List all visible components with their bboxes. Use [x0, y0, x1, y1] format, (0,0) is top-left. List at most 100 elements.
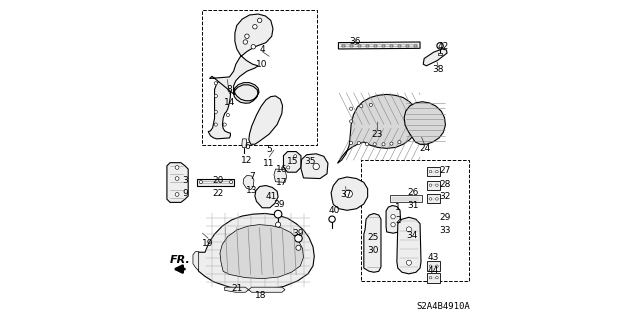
Circle shape	[349, 141, 353, 145]
Text: 39: 39	[292, 229, 304, 238]
Text: 18: 18	[255, 291, 266, 300]
Circle shape	[436, 276, 438, 279]
Polygon shape	[364, 213, 381, 272]
Polygon shape	[193, 252, 198, 271]
Text: 43: 43	[428, 254, 439, 263]
Circle shape	[257, 18, 262, 23]
Circle shape	[243, 40, 248, 44]
Text: 4: 4	[259, 45, 265, 55]
Polygon shape	[167, 163, 188, 202]
Circle shape	[365, 143, 369, 146]
Bar	[361, 160, 468, 281]
Circle shape	[436, 170, 438, 173]
Text: 12: 12	[241, 156, 253, 165]
Text: 15: 15	[287, 157, 299, 166]
Polygon shape	[243, 175, 254, 190]
Bar	[382, 45, 385, 48]
Polygon shape	[390, 195, 422, 202]
Text: 24: 24	[419, 144, 431, 153]
Circle shape	[294, 155, 297, 158]
Circle shape	[199, 181, 202, 184]
Circle shape	[391, 222, 396, 227]
Circle shape	[436, 265, 438, 268]
Circle shape	[175, 193, 179, 196]
Bar	[398, 45, 401, 48]
Bar	[366, 45, 369, 48]
Circle shape	[253, 25, 257, 29]
Text: 7: 7	[249, 173, 255, 182]
Bar	[428, 181, 440, 190]
Bar	[428, 195, 440, 203]
Text: 10: 10	[257, 60, 268, 69]
Bar	[428, 272, 440, 283]
Circle shape	[406, 260, 412, 265]
Circle shape	[429, 265, 432, 268]
Polygon shape	[220, 225, 303, 278]
Text: 38: 38	[433, 65, 444, 74]
Circle shape	[373, 143, 376, 146]
Circle shape	[214, 123, 218, 126]
Polygon shape	[423, 49, 447, 66]
Circle shape	[390, 142, 393, 145]
Circle shape	[406, 227, 412, 232]
Polygon shape	[255, 186, 278, 208]
Polygon shape	[274, 169, 287, 182]
Text: 19: 19	[202, 239, 214, 248]
Circle shape	[223, 123, 227, 126]
Polygon shape	[197, 179, 234, 186]
Polygon shape	[284, 152, 301, 172]
Circle shape	[391, 214, 396, 219]
Text: 11: 11	[264, 159, 275, 168]
Circle shape	[230, 181, 233, 184]
Polygon shape	[209, 14, 273, 103]
Bar	[342, 45, 346, 48]
Polygon shape	[248, 287, 285, 292]
Circle shape	[287, 166, 290, 169]
Circle shape	[244, 34, 249, 39]
Text: 35: 35	[304, 157, 316, 166]
Circle shape	[345, 190, 353, 197]
Bar	[438, 53, 442, 55]
Circle shape	[276, 222, 280, 227]
Circle shape	[436, 197, 438, 200]
Text: 3: 3	[183, 176, 189, 185]
Text: 39: 39	[273, 200, 284, 209]
Bar	[428, 167, 440, 176]
Circle shape	[437, 43, 444, 49]
Bar	[390, 45, 393, 48]
Text: 28: 28	[440, 181, 451, 189]
Polygon shape	[337, 94, 419, 163]
Circle shape	[214, 94, 218, 98]
Circle shape	[313, 163, 319, 170]
Text: 23: 23	[371, 130, 383, 138]
Circle shape	[429, 197, 432, 200]
Text: 22: 22	[212, 189, 223, 198]
Bar	[358, 45, 362, 48]
Circle shape	[349, 120, 353, 123]
Text: 37: 37	[340, 190, 352, 199]
Circle shape	[360, 105, 363, 108]
Text: 32: 32	[440, 191, 451, 201]
Polygon shape	[404, 102, 445, 144]
Bar	[428, 261, 440, 271]
Bar	[406, 45, 409, 48]
Circle shape	[429, 276, 432, 279]
Text: 30: 30	[367, 246, 379, 255]
Circle shape	[296, 245, 301, 250]
Text: 27: 27	[440, 167, 451, 175]
Circle shape	[429, 184, 432, 187]
Bar	[350, 45, 353, 48]
Circle shape	[275, 210, 282, 218]
Bar	[374, 45, 377, 48]
Text: 20: 20	[212, 176, 223, 185]
Circle shape	[214, 82, 218, 85]
Polygon shape	[339, 42, 420, 49]
Text: 25: 25	[367, 233, 379, 242]
Text: 42: 42	[438, 42, 449, 51]
Text: 41: 41	[265, 191, 276, 201]
Text: FR.: FR.	[170, 255, 191, 265]
Circle shape	[349, 107, 353, 110]
Text: 6: 6	[244, 142, 250, 151]
Circle shape	[294, 234, 302, 242]
Circle shape	[429, 170, 432, 173]
